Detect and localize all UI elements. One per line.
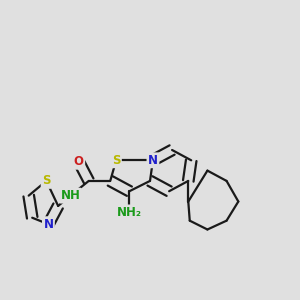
Text: S: S xyxy=(112,154,120,167)
Text: O: O xyxy=(74,155,84,168)
Text: NH₂: NH₂ xyxy=(117,206,142,219)
Text: S: S xyxy=(42,174,51,188)
Text: N: N xyxy=(44,218,53,231)
Text: N: N xyxy=(148,154,158,167)
Text: NH: NH xyxy=(61,189,80,202)
